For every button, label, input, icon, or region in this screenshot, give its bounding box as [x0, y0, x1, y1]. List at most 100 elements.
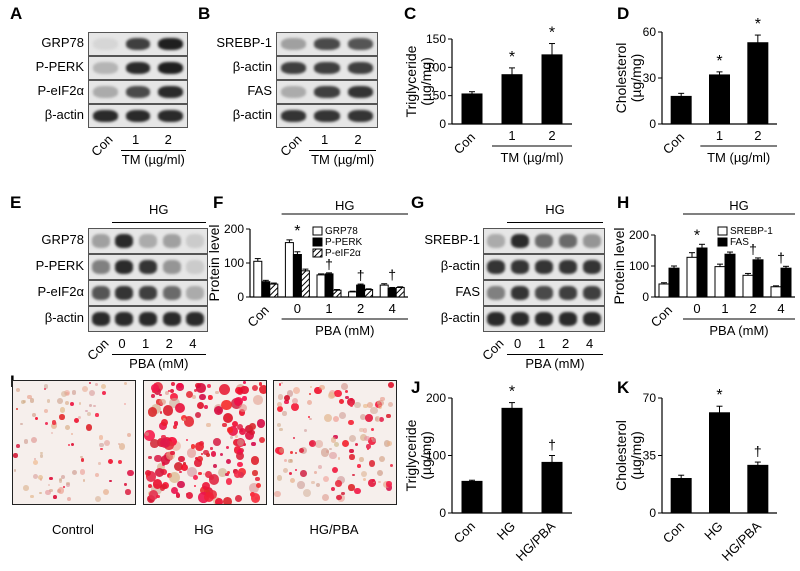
- blot-strip: [276, 32, 378, 56]
- stain-dot: [328, 451, 337, 460]
- stain-dot: [156, 399, 162, 405]
- stain-dot: [258, 382, 263, 386]
- blot-band: [139, 286, 157, 300]
- stain-dot: [153, 387, 162, 396]
- blot-band: [582, 234, 602, 248]
- bar: [316, 274, 326, 298]
- stain-dot: [377, 399, 384, 407]
- stain-dot: [194, 459, 202, 467]
- blot-strip: [88, 32, 188, 56]
- stain-dot: [385, 413, 391, 419]
- stain-dot: [309, 385, 312, 389]
- stain-dot: [156, 494, 161, 499]
- stain-dot: [259, 384, 266, 394]
- blot-strip: [88, 104, 188, 128]
- stain-dot: [214, 497, 224, 504]
- blot-band: [139, 234, 157, 248]
- stain-dot: [225, 478, 233, 485]
- bar: [292, 254, 302, 298]
- stain-dot: [213, 438, 221, 446]
- blot-band: [92, 61, 118, 75]
- stain-dot: [199, 393, 207, 401]
- stain-dot: [370, 436, 374, 440]
- y-tick-label: 100: [224, 256, 244, 270]
- stain-dot: [145, 471, 157, 482]
- stain-dot: [373, 481, 376, 484]
- stain-dot: [58, 479, 63, 483]
- blot-band: [510, 286, 530, 300]
- stain-dot: [308, 392, 311, 396]
- stain-dot: [330, 437, 337, 443]
- stain-dot: [147, 483, 152, 488]
- stain-dot: [161, 434, 166, 440]
- stain-dot: [100, 383, 106, 389]
- stain-dot: [148, 455, 152, 460]
- stain-dot: [225, 445, 229, 449]
- stain-dot: [62, 486, 65, 489]
- stain-dot: [244, 424, 254, 434]
- blot-band: [347, 37, 373, 51]
- bar: [332, 289, 342, 298]
- stain-dot: [213, 406, 223, 416]
- x-tick-label: HG: [494, 519, 518, 543]
- bar: [501, 74, 523, 125]
- significance-mark: †: [357, 267, 365, 283]
- stain-dot: [284, 395, 291, 402]
- stain-dot: [387, 441, 393, 447]
- stain-dot: [282, 467, 289, 474]
- stain-dot: [205, 422, 211, 428]
- blot-row-label: P-PERK: [35, 258, 84, 273]
- stain-dot: [150, 439, 159, 448]
- blot-row-label: β-actin: [440, 310, 480, 325]
- stain-dot: [293, 387, 301, 395]
- blot-axis-line: [309, 150, 376, 151]
- blot-lane-label: 0: [118, 336, 126, 351]
- stain-dot: [20, 422, 24, 426]
- stain-dot: [71, 390, 77, 395]
- y-tick-label: 50: [433, 89, 447, 103]
- stain-dot: [98, 461, 102, 465]
- blot-band: [582, 260, 602, 274]
- stain-dot: [321, 448, 330, 457]
- stain-dot: [333, 415, 340, 422]
- stain-dot: [367, 479, 376, 488]
- y-tick-label: 150: [426, 32, 446, 46]
- stain-dot: [366, 444, 372, 449]
- stain-dot: [43, 383, 49, 389]
- y-axis-label-line: (µg/mg): [418, 431, 434, 480]
- stain-dot: [56, 398, 63, 405]
- legend-swatch: [312, 237, 323, 247]
- stain-dot: [200, 453, 203, 456]
- bar: [300, 270, 310, 298]
- stain-dot: [165, 451, 175, 461]
- stain-dot: [103, 489, 110, 496]
- bar: [724, 253, 736, 298]
- stain-dot: [156, 462, 166, 472]
- blot-band: [347, 109, 373, 123]
- stain-dot: [169, 388, 175, 394]
- x-tick-label: HG: [701, 519, 725, 543]
- stain-dot: [31, 437, 38, 444]
- stain-dot: [145, 474, 149, 478]
- stain-dot: [205, 471, 213, 478]
- blot-lane-label: Con: [276, 131, 305, 160]
- stain-dot: [289, 477, 295, 484]
- stain-dot: [222, 423, 227, 428]
- x-tick-label: Con: [451, 130, 478, 157]
- y-tick-label: 0: [642, 290, 649, 304]
- stain-dot: [389, 463, 393, 467]
- stain-dot: [237, 423, 244, 430]
- blot-strip: [88, 280, 208, 306]
- stain-dot: [354, 488, 361, 495]
- y-tick-label: 200: [629, 228, 649, 242]
- stain-dot: [256, 419, 266, 428]
- blot-lane-label: 1: [538, 336, 546, 351]
- blot-band: [158, 109, 184, 123]
- stain-dot: [336, 494, 342, 501]
- stain-dot: [99, 442, 104, 448]
- blot-strip: [483, 306, 605, 332]
- micrograph-hg: [143, 380, 267, 505]
- stain-dot: [70, 443, 74, 447]
- stain-dot: [213, 463, 218, 468]
